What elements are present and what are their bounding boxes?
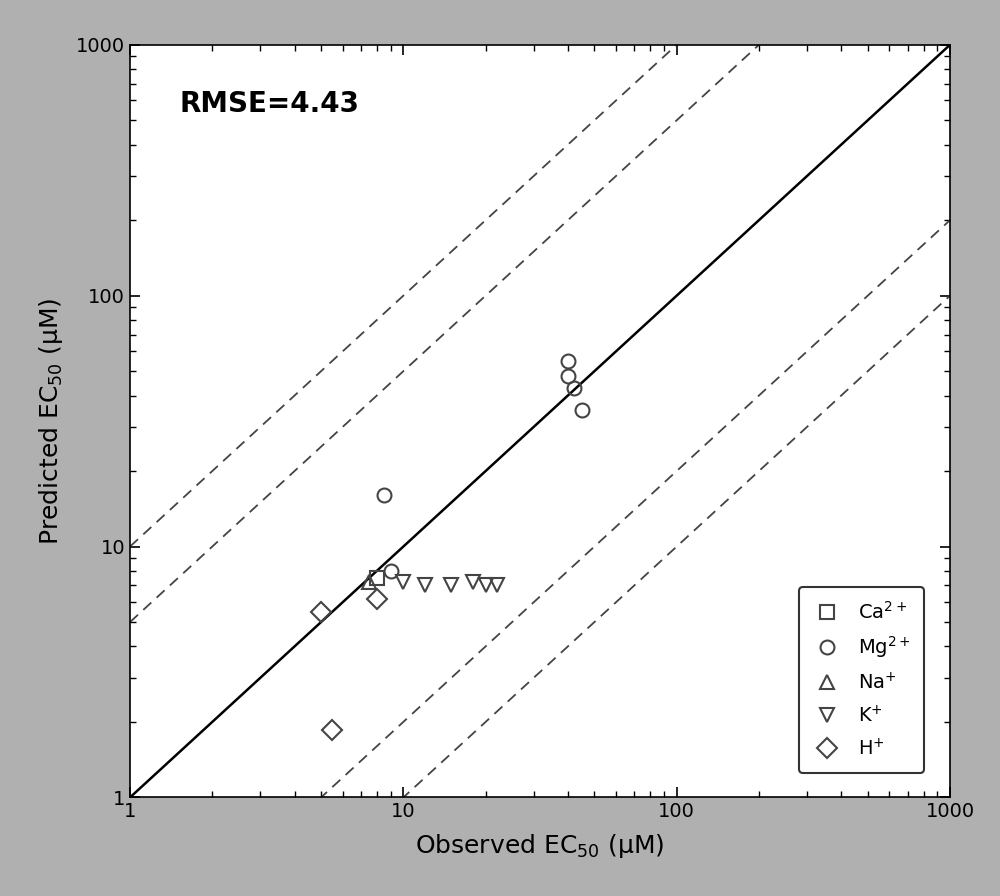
Text: RMSE=4.43: RMSE=4.43 [179, 90, 359, 118]
X-axis label: Observed EC$_{50}$ (μM): Observed EC$_{50}$ (μM) [415, 832, 665, 860]
Y-axis label: Predicted EC$_{50}$ (μM): Predicted EC$_{50}$ (μM) [37, 297, 65, 545]
Legend: Ca$^{2+}$, Mg$^{2+}$, Na$^{+}$, K$^{+}$, H$^{+}$: Ca$^{2+}$, Mg$^{2+}$, Na$^{+}$, K$^{+}$,… [799, 587, 924, 772]
